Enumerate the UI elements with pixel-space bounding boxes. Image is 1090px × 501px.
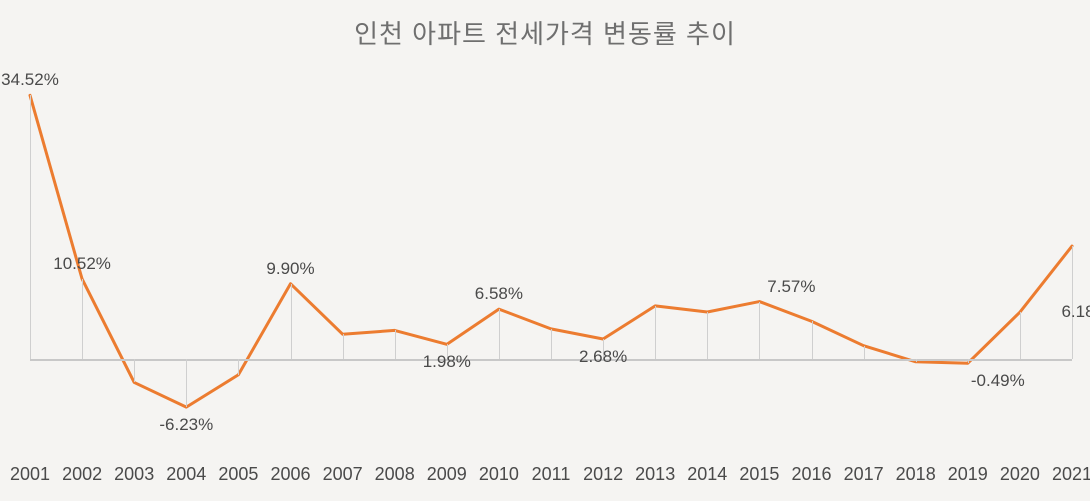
dropline (499, 309, 500, 359)
dropline (186, 359, 187, 407)
data-label: -0.49% (971, 371, 1025, 391)
dropline (343, 334, 344, 359)
x-axis-label: 2017 (844, 464, 884, 485)
x-axis-label: 2010 (479, 464, 519, 485)
dropline (812, 321, 813, 359)
x-axis-label: 2016 (791, 464, 831, 485)
x-axis-label: 2015 (739, 464, 779, 485)
x-axis-label: 2007 (323, 464, 363, 485)
chart-container: 인천 아파트 전세가격 변동률 추이 34.52% 10.52% -6.23% 9.9… (0, 0, 1090, 501)
dropline (916, 359, 917, 361)
x-axis-label: 2009 (427, 464, 467, 485)
dropline (291, 284, 292, 360)
x-axis-label: 2019 (948, 464, 988, 485)
dropline (30, 95, 31, 359)
data-label: 34.52% (1, 70, 59, 90)
x-axis-label: 2004 (166, 464, 206, 485)
data-label: 10.52% (53, 254, 111, 274)
data-label: 6.58% (475, 284, 523, 304)
dropline (134, 359, 135, 382)
data-label: -6.23% (159, 415, 213, 435)
data-label: 1.98% (423, 352, 471, 372)
data-label: 2.68% (579, 347, 627, 367)
dropline (759, 302, 760, 360)
x-axis-label: 2013 (635, 464, 675, 485)
dropline (968, 359, 969, 363)
x-axis-label: 2021 (1052, 464, 1090, 485)
x-axis-label: 2005 (218, 464, 258, 485)
data-label: 9.90% (266, 259, 314, 279)
x-axis-label: 2002 (62, 464, 102, 485)
x-axis-label: 2011 (532, 464, 571, 485)
dropline (395, 330, 396, 359)
x-axis-label: 2008 (375, 464, 415, 485)
dropline (1020, 312, 1021, 359)
x-axis-label: 2018 (896, 464, 936, 485)
x-axis-label: 2020 (1000, 464, 1040, 485)
data-label: 6.18% (1061, 302, 1090, 322)
x-axis-label: 2014 (687, 464, 727, 485)
dropline (82, 279, 83, 360)
dropline (238, 359, 239, 374)
data-label: 7.57% (767, 277, 815, 297)
dropline (864, 346, 865, 360)
x-axis-label: 2006 (270, 464, 310, 485)
x-axis-label: 2001 (10, 464, 50, 485)
x-axis-label: 2012 (583, 464, 623, 485)
x-axis-label: 2003 (114, 464, 154, 485)
plot-area: 34.52%10.52%-6.23%9.90%1.98%6.58%2.68%7.… (30, 84, 1072, 436)
dropline (655, 306, 656, 360)
dropline (707, 312, 708, 359)
chart-title: 인천 아파트 전세가격 변동률 추이 (0, 14, 1090, 51)
dropline (551, 329, 552, 360)
